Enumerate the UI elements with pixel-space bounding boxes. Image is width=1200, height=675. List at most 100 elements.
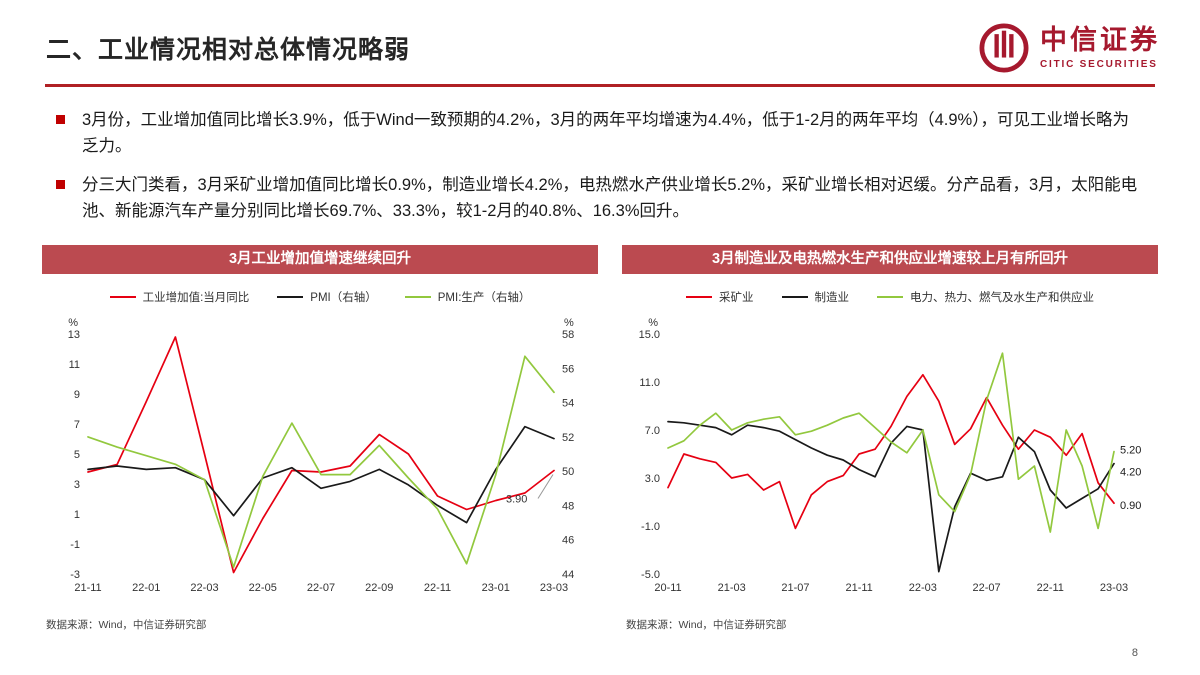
x-axis-tick-label: 22-07 [307,582,335,594]
x-axis-tick-label: 22-09 [365,582,393,594]
header: 二、工业情况相对总体情况略弱 中信证券 CITIC SECURITIES [0,0,1200,74]
x-axis-tick-label: 23-01 [482,582,510,594]
series-line [87,355,555,568]
x-axis-tick-label: 23-03 [540,582,568,594]
legend-item: 电力、热力、燃气及水生产和供应业 [877,289,1094,305]
line-chart-three-sectors: %15.0 11.0 7.0 3.0 -1.0 -5.020-11 21-03 21-07 21… [639,317,1142,594]
chart-legend-right: 采矿业 制造业 电力、热力、燃气及水生产和供应业 [622,282,1158,312]
right-axis-unit-label: % [564,317,574,329]
series-line [667,351,1115,533]
series-line [87,425,555,524]
bullet-marker [56,179,65,189]
left-axis-tick-label: 3.0 [645,473,660,485]
series-line [87,335,555,573]
title-underline [45,84,1155,87]
x-axis-tick-label: 22-07 [973,582,1001,594]
left-axis-tick-label: -3 [70,569,80,581]
series-line [667,420,1115,573]
legend-line-sample [404,295,431,298]
left-axis-tick-label: 9 [74,389,80,401]
x-axis-tick-label: 21-11 [74,582,101,594]
series-line [667,373,1115,529]
logo-name-en: CITIC SECURITIES [1040,58,1158,70]
right-axis-tick-label: 50 [562,466,574,478]
right-axis-tick-label: 56 [562,363,574,375]
left-axis-tick-label: -1.0 [641,521,660,533]
bullet-text: 3月份，工业增加值同比增长3.9%，低于Wind一致预期的4.2%，3月的两年平… [82,111,1129,156]
logo-text: 中信证券 CITIC SECURITIES [1040,25,1160,70]
legend-label: PMI:生产（右轴） [437,291,531,304]
x-axis-tick-label: 21-11 [845,582,872,594]
chart-card-industrial-value-added: 3月工业增加值增速继续回升 工业增加值:当月同比 PMI（右轴） PMI:生产（右轴… [42,244,598,632]
right-axis-tick-label: 58 [562,329,574,341]
x-axis-tick-label: 22-03 [190,582,218,594]
legend-label: PMI（右轴） [310,291,377,304]
x-axis-tick-label: 22-03 [909,582,937,594]
left-axis-tick-label: -5.0 [641,569,660,581]
x-axis-tick-label: 21-03 [718,582,746,594]
x-axis-tick-label: 22-11 [1037,582,1064,594]
charts-row: 3月工业增加值增速继续回升 工业增加值:当月同比 PMI（右轴） PMI:生产（右轴… [42,244,1158,632]
left-axis-tick-label: 13 [68,329,80,341]
annotation-leader-line [537,473,554,499]
right-axis-tick-label: 48 [562,500,574,512]
chart-title-left: 3月工业增加值增速继续回升 [42,244,598,274]
x-axis-tick-label: 22-01 [132,582,160,594]
right-axis-tick-label: 52 [562,431,574,443]
end-value-label: 5.20 [1120,444,1141,456]
legend-item: 采矿业 [686,289,754,305]
chart-legend-left: 工业增加值:当月同比 PMI（右轴） PMI:生产（右轴） [42,282,598,312]
legend-label: 制造业 [814,291,850,304]
x-axis-tick-label: 20-11 [654,582,681,594]
left-axis-tick-label: 5 [74,449,80,461]
x-axis-tick-label: 21-07 [781,582,809,594]
legend-item: 工业增加值:当月同比 [109,289,250,305]
legend-line-sample [109,295,136,298]
legend-item: PMI:生产（右轴） [404,289,531,305]
legend-item: PMI（右轴） [277,289,377,305]
x-axis-tick-label: 22-05 [249,582,277,594]
left-axis-unit-label: % [648,317,658,329]
bullet-marker [56,115,65,124]
right-axis-tick-label: 54 [562,397,574,409]
left-axis-tick-label: 15.0 [639,329,660,341]
page-number: 8 [1131,647,1138,659]
left-axis-tick-label: 7.0 [645,425,660,437]
bullet-item: 3月份，工业增加值同比增长3.9%，低于Wind一致预期的4.2%，3月的两年平… [56,107,1142,160]
left-axis-tick-label: 11.0 [639,377,660,389]
legend-line-sample [686,295,712,298]
left-axis-tick-label: 7 [74,419,80,431]
bullet-item: 分三大门类看，3月采矿业增加值同比增长0.9%，制造业增长4.2%，电热燃水产供… [56,172,1142,225]
left-axis-tick-label: 1 [74,509,80,521]
data-point-label: 3.90 [506,493,527,505]
citic-emblem-icon [979,23,1029,73]
left-axis-unit-label: % [68,317,78,329]
end-value-label: 0.90 [1120,500,1141,512]
chart-title-right: 3月制造业及电热燃水生产和供应业增速较上月有所回升 [622,244,1158,274]
left-axis-tick-label: 11 [69,359,80,371]
legend-item: 制造业 [781,289,850,305]
legend-label: 电力、热力、燃气及水生产和供应业 [910,291,1094,304]
left-axis-tick-label: 3 [74,479,80,491]
x-axis-tick-label: 23-03 [1100,582,1128,594]
right-axis-tick-label: 46 [562,534,574,546]
legend-line-sample [277,295,304,298]
bullet-list: 3月份，工业增加值同比增长3.9%，低于Wind一致预期的4.2%，3月的两年平… [56,107,1142,225]
legend-line-sample [877,295,903,298]
bullet-text: 分三大门类看，3月采矿业增加值同比增长0.9%，制造业增长4.2%，电热燃水产供… [82,175,1138,221]
chart-card-three-sectors: 3月制造业及电热燃水生产和供应业增速较上月有所回升 采矿业 制造业 电力、热力、燃气… [622,244,1158,632]
chart-source-right: 数据来源：Wind，中信证券研究部 [626,618,787,631]
end-value-label: 4.20 [1120,466,1141,478]
citic-logo: 中信证券 CITIC SECURITIES [978,20,1160,74]
logo-name-cn: 中信证券 [1040,25,1160,56]
left-axis-tick-label: -1 [70,539,80,551]
right-axis-tick-label: 44 [562,569,574,581]
legend-label: 采矿业 [719,291,754,304]
legend-line-sample [781,295,808,298]
legend-label: 工业增加值:当月同比 [142,291,250,304]
x-axis-tick-label: 22-11 [424,582,451,594]
page-title: 二、工业情况相对总体情况略弱 [46,36,411,64]
chart-source-left: 数据来源：Wind，中信证券研究部 [46,618,207,631]
